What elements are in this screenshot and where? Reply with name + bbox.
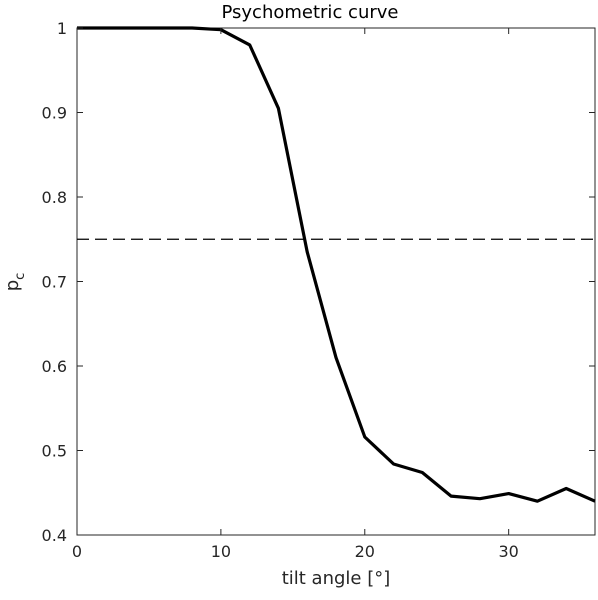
x-axis-label: tilt angle [°] [282,568,391,589]
y-tick-label: 0.6 [42,357,67,376]
y-axis-label-subscript: c [13,273,28,280]
x-tick-label: 0 [72,542,82,561]
y-tick-label: 0.8 [42,188,67,207]
y-tick-label: 0.9 [42,104,67,123]
x-tick-label: 30 [498,542,518,561]
y-tick-label: 0.7 [42,273,67,292]
ticks-layer: 0 10 20 30 0.4 0.5 0.6 0.7 0.8 0.9 1 [42,19,595,561]
y-axis-label-main: p [2,280,23,291]
y-tick-label: 0.4 [42,526,67,545]
y-axis-label: pc [2,273,28,292]
chart-title: Psychometric curve [221,2,398,23]
y-tick-label: 1 [57,19,67,38]
x-tick-label: 10 [211,542,231,561]
x-tick-label: 20 [355,542,375,561]
y-tick-label: 0.5 [42,442,67,461]
